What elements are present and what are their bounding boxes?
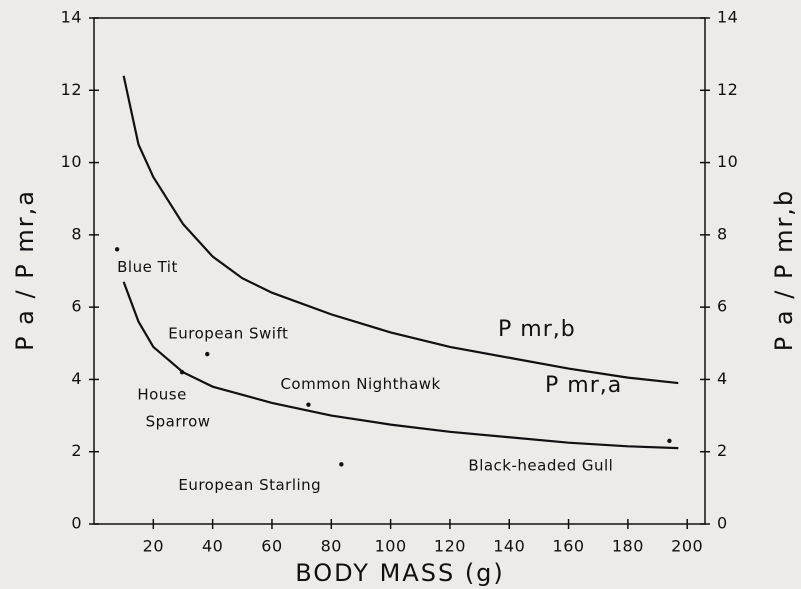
y-tick-label: 2 — [71, 441, 82, 460]
y2-tick-label: 12 — [717, 80, 738, 99]
y-tick-label: 6 — [71, 297, 82, 316]
y2-tick-label: 2 — [717, 441, 728, 460]
data-point — [306, 402, 311, 407]
y2-tick-label: 4 — [717, 369, 728, 388]
y2-tick-label: 0 — [717, 514, 728, 533]
x-tick-label: 100 — [375, 537, 407, 556]
x-axis-label: BODY MASS (g) — [295, 559, 505, 587]
x-tick-label: 180 — [612, 537, 644, 556]
data-point — [339, 462, 344, 467]
y2-tick-label: 14 — [717, 8, 738, 27]
y-tick-label: 12 — [61, 80, 82, 99]
x-tick-label: 160 — [553, 537, 585, 556]
curve-label: P mr,b — [498, 317, 576, 342]
data-point — [114, 247, 120, 252]
point-label: Common Nighthawk — [280, 375, 440, 393]
y-tick-label: 10 — [61, 152, 82, 171]
y-tick-label: 8 — [71, 224, 82, 243]
plot-frame — [93, 17, 706, 525]
x-tick-label: 200 — [671, 537, 703, 556]
point-label: European Starling — [178, 476, 321, 494]
curve — [122, 281, 679, 450]
point-label: Sparrow — [146, 413, 211, 431]
y-tick-label: 4 — [71, 369, 82, 388]
data-point — [667, 438, 672, 444]
y2-axis-label: P a / P mr,b — [770, 189, 798, 351]
point-label: Blue Tit — [117, 258, 178, 276]
y2-tick-label: 8 — [717, 224, 728, 243]
x-tick-label: 140 — [493, 537, 525, 556]
x-tick-label: 20 — [143, 537, 164, 556]
data-point — [205, 351, 210, 357]
y-tick-label: 14 — [61, 8, 82, 27]
y2-tick-label: 6 — [717, 297, 728, 316]
data-point — [179, 370, 185, 375]
x-tick-label: 80 — [321, 537, 342, 556]
y2-tick-label: 10 — [717, 152, 738, 171]
point-label: House — [137, 386, 187, 404]
curve — [122, 75, 679, 385]
x-tick-label: 40 — [202, 537, 223, 556]
point-label: Black-headed Gull — [468, 456, 613, 474]
point-label: European Swift — [168, 325, 288, 343]
x-tick-label: 120 — [434, 537, 466, 556]
curve-label: P mr,a — [545, 373, 622, 398]
y-axis-label: P a / P mr,a — [11, 189, 39, 351]
y-tick-label: 0 — [71, 514, 82, 533]
x-tick-label: 60 — [261, 537, 282, 556]
